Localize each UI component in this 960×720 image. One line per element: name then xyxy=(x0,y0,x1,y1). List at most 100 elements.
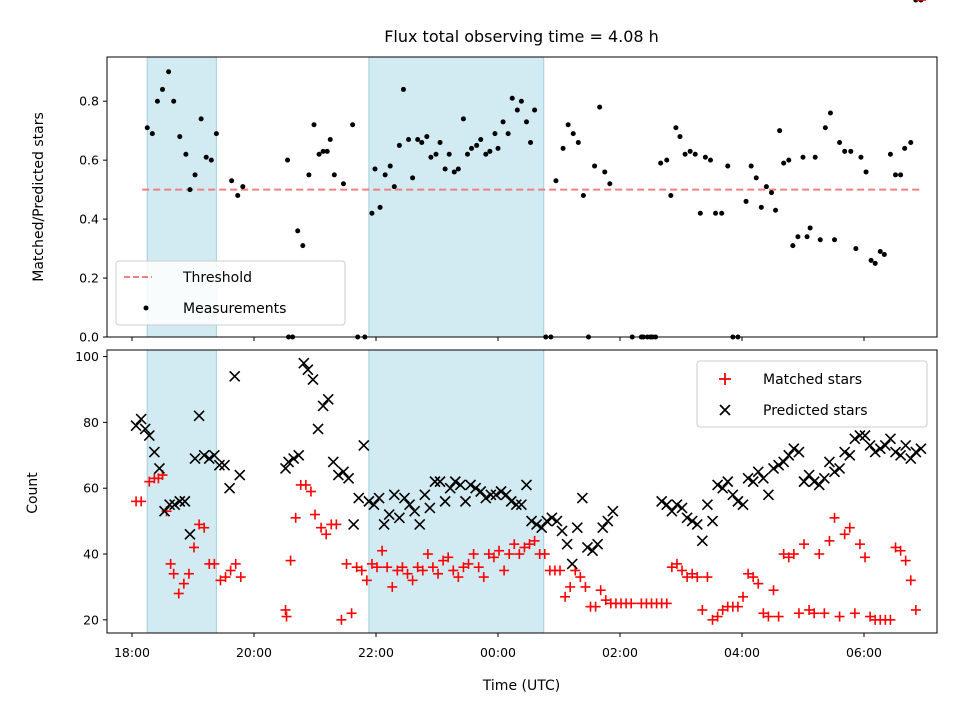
matched-stars-point xyxy=(178,578,189,589)
predicted-stars-point xyxy=(393,512,405,524)
measurements-point xyxy=(580,193,586,199)
matched-stars-point xyxy=(504,549,515,560)
measurements-point xyxy=(469,145,475,151)
matched-stars-point xyxy=(310,509,320,520)
predicted-stars-point xyxy=(834,462,846,475)
matched-stars-point xyxy=(575,572,586,583)
measurements-point xyxy=(763,184,769,190)
matched-stars-point xyxy=(438,555,449,566)
measurements-point xyxy=(877,249,883,255)
predicted-stars-point xyxy=(444,482,456,494)
predicted-stars-point xyxy=(900,439,912,451)
legend-measurements-swatch xyxy=(143,305,149,311)
predicted-stars-point xyxy=(778,456,790,468)
measurements-point xyxy=(887,151,893,157)
matched-stars-point xyxy=(804,604,815,615)
predicted-stars-point xyxy=(480,492,492,504)
predicted-stars-point xyxy=(813,479,825,491)
predicted-stars-point xyxy=(818,472,830,484)
measurements-point xyxy=(858,154,864,160)
predicted-stars-point xyxy=(686,515,698,527)
predicted-stars-point xyxy=(676,502,688,514)
measurements-point xyxy=(387,163,393,169)
measurements-point xyxy=(853,246,859,252)
predicted-stars-point xyxy=(208,449,220,461)
predicted-stars-point xyxy=(706,515,719,527)
matched-stars-point xyxy=(377,545,388,556)
matched-stars-point xyxy=(829,512,840,523)
matched-stars-point xyxy=(230,558,241,569)
matched-stars-point xyxy=(478,572,489,583)
predicted-stars-point xyxy=(348,518,360,530)
matched-stars-point xyxy=(189,542,200,553)
matched-stars-point xyxy=(910,604,921,615)
predicted-stars-point xyxy=(592,538,604,550)
matched-stars-point xyxy=(361,575,372,586)
x-tick-label: 06:00 xyxy=(846,645,882,660)
measurements-point xyxy=(177,134,183,140)
measurements-point xyxy=(528,139,534,145)
predicted-stars-point xyxy=(439,495,451,507)
matched-stars-point xyxy=(220,572,231,583)
measurements-point xyxy=(868,257,874,263)
matched-stars-point xyxy=(743,568,754,579)
predicted-stars-point xyxy=(179,495,191,507)
measurements-point xyxy=(707,157,713,163)
measurements-point xyxy=(697,210,703,216)
matched-stars-point xyxy=(814,549,825,560)
matched-stars-point xyxy=(539,549,550,560)
predicted-stars-point xyxy=(307,374,319,386)
predicted-stars-point xyxy=(849,433,861,445)
measurements-point xyxy=(369,210,375,216)
matched-stars-point xyxy=(194,519,205,530)
measurements-point xyxy=(478,137,484,143)
predicted-stars-point xyxy=(762,489,774,501)
measurements-point xyxy=(607,181,613,187)
measurements-point xyxy=(777,128,783,134)
matched-stars-point xyxy=(463,558,474,569)
measurements-point xyxy=(908,139,914,145)
y-axis-label-bottom: Count xyxy=(25,472,41,514)
predicted-stars-point xyxy=(337,466,350,478)
legend-predicted-swatch xyxy=(719,404,731,416)
predicted-stars-point xyxy=(576,492,588,504)
measurements-point xyxy=(487,148,493,154)
matched-stars-point xyxy=(580,581,591,592)
matched-stars-point xyxy=(763,611,774,622)
observing-windows-bottom xyxy=(146,349,545,634)
matched-stars-point xyxy=(707,614,718,625)
matched-stars-point xyxy=(819,608,830,619)
matched-stars-point xyxy=(281,611,292,622)
measurements-point xyxy=(154,98,160,104)
matched-stars-point xyxy=(666,562,677,573)
predicted-stars-point xyxy=(454,479,466,491)
x-tick-label: 00:00 xyxy=(480,645,516,660)
predicted-stars-point xyxy=(561,538,573,550)
predicted-stars-point xyxy=(531,518,543,530)
measurements-point xyxy=(898,172,904,178)
measurements-point xyxy=(781,160,787,166)
matched-stars-point xyxy=(412,562,423,573)
matched-stars-point xyxy=(514,549,525,560)
predicted-stars-point xyxy=(541,515,553,527)
measurements-point xyxy=(192,172,198,178)
predicted-stars-point xyxy=(234,469,246,481)
measurements-point xyxy=(768,190,774,196)
matched-stars-point xyxy=(890,542,901,553)
matched-stars-point xyxy=(372,562,383,573)
measurements-point xyxy=(893,172,899,178)
chart-title: Flux total observing time = 4.08 h xyxy=(384,27,659,46)
predicted-stars-point xyxy=(414,518,426,530)
matched-stars-point xyxy=(793,608,804,619)
matched-stars-point xyxy=(697,604,708,615)
predicted-stars-point xyxy=(500,489,512,501)
predicted-stars-point xyxy=(747,476,759,488)
predicted-stars-point xyxy=(312,423,324,435)
matched-stars-point xyxy=(321,529,332,540)
matched-stars-point xyxy=(483,549,494,560)
predicted-stars-point xyxy=(515,499,527,511)
predicted-stars-point xyxy=(135,413,147,425)
legend-top: Threshold Measurements xyxy=(115,260,346,326)
predicted-stars-point xyxy=(378,518,390,530)
predicted-stars-point xyxy=(889,446,902,458)
